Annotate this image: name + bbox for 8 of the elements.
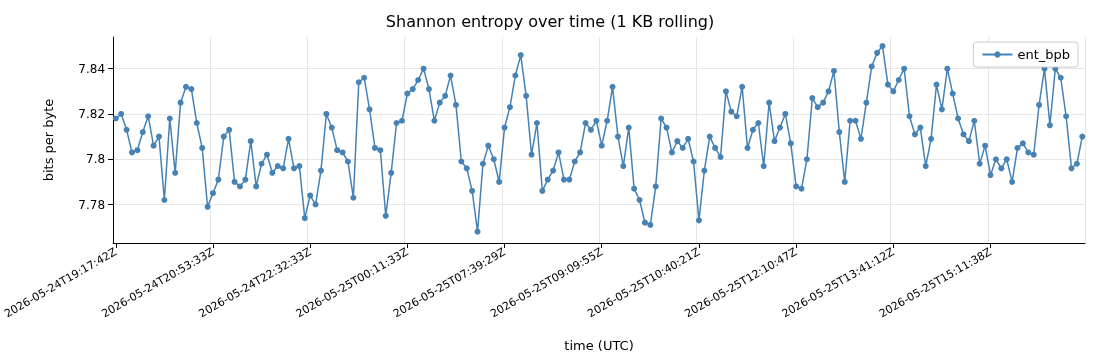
legend-label: ent_bpb — [1017, 47, 1070, 62]
y-axis-title: bits per byte — [41, 98, 57, 182]
y-tick-label: 7.78 — [78, 197, 106, 212]
y-tick-label: 7.84 — [78, 61, 106, 76]
x-axis-title: time (UTC) — [564, 338, 634, 353]
y-tick-label: 7.8 — [85, 152, 106, 167]
chart-title: Shannon entropy over time (1 KB rolling) — [385, 11, 715, 31]
y-tick-label: 7.82 — [78, 106, 106, 121]
